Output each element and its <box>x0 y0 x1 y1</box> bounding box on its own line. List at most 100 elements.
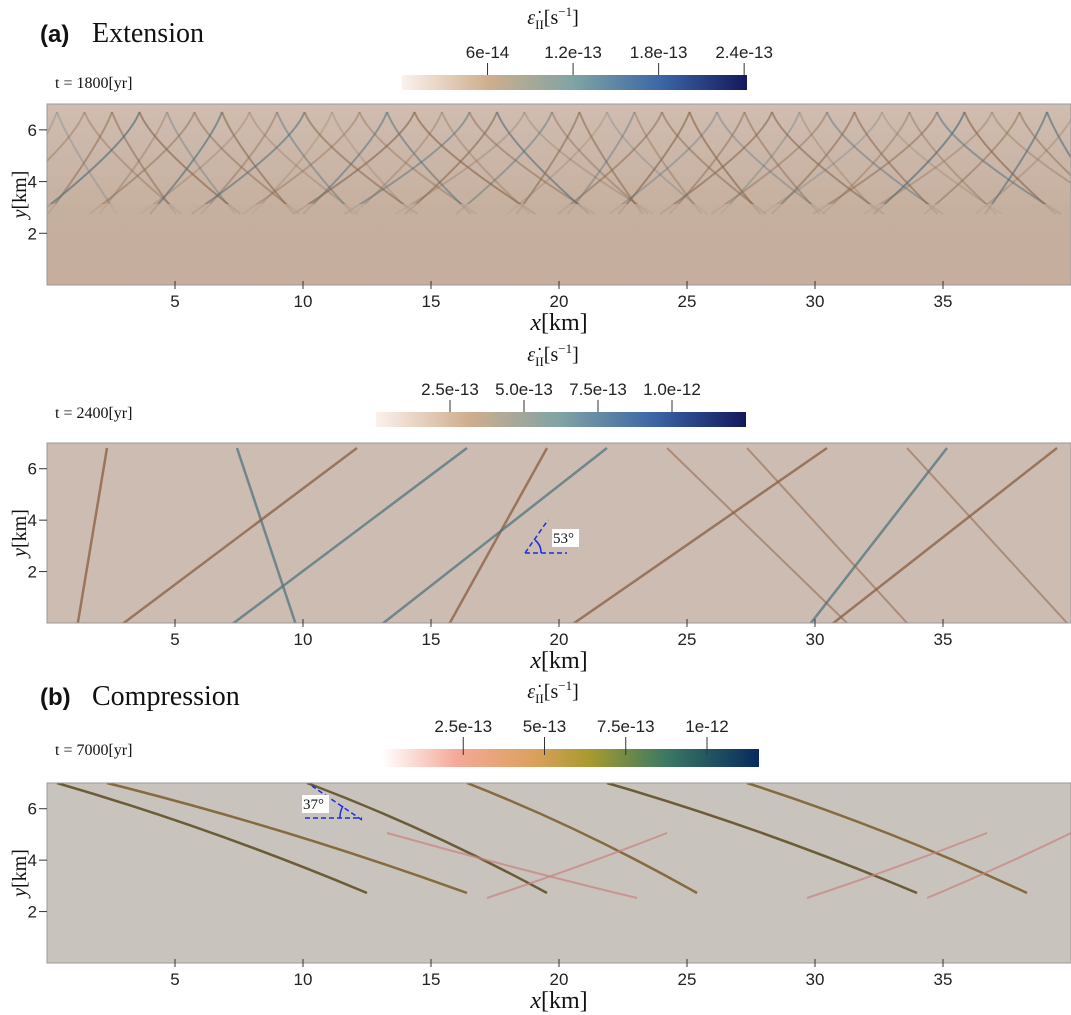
axis-label: x[km] <box>529 310 587 336</box>
colorbar-tick-label: 5e-13 <box>523 717 566 736</box>
band <box>106 783 468 895</box>
x-tick-label: 25 <box>678 292 697 311</box>
band <box>716 111 826 215</box>
band <box>936 111 1062 215</box>
band <box>235 447 297 623</box>
colorbar-tick-label: 2.4e-13 <box>715 43 773 62</box>
band <box>193 111 301 215</box>
band <box>746 447 908 623</box>
x-tick-label: 35 <box>934 970 953 989</box>
band <box>138 111 242 215</box>
axis-label: y[km] <box>9 171 31 221</box>
panel: t = 2400[yr] ε̇II[s−1] 2.5e-13 5.0e-13 7.5e-… <box>9 341 1071 674</box>
colorbar-tick-label: 1e-12 <box>685 717 728 736</box>
band <box>523 111 655 215</box>
band <box>468 111 596 215</box>
colorbar <box>402 75 747 90</box>
band <box>770 111 856 215</box>
x-tick-label: 10 <box>294 292 313 311</box>
y-tick-label: 6 <box>28 460 37 479</box>
time-label: t = 1800[yr] <box>55 75 132 92</box>
band <box>572 446 828 623</box>
colorbar <box>382 749 759 767</box>
band <box>76 447 109 623</box>
axis-var: x <box>529 648 541 674</box>
band <box>404 111 498 215</box>
angle-arc <box>534 539 542 554</box>
x-tick-label: 5 <box>170 630 179 649</box>
band <box>506 111 608 215</box>
axis-label: x[km] <box>529 648 587 674</box>
band <box>47 111 113 215</box>
colorbar <box>376 412 746 427</box>
x-tick-label: 20 <box>550 970 569 989</box>
fade <box>47 204 1071 285</box>
unit-end: ] <box>572 7 579 29</box>
band <box>872 111 966 215</box>
band <box>906 447 1068 623</box>
band <box>121 447 358 623</box>
axis-label: x[km] <box>529 988 587 1014</box>
colorbar-tick-label: 7.5e-13 <box>569 380 627 399</box>
band <box>963 111 1057 215</box>
superscript: −1 <box>558 341 572 356</box>
annotation-bg <box>302 795 329 813</box>
x-tick-label: 20 <box>550 630 569 649</box>
band <box>809 447 948 623</box>
axis-unit: [km] <box>541 988 588 1014</box>
field <box>76 446 1068 623</box>
band <box>448 447 549 623</box>
band <box>710 111 828 215</box>
colorbar-label: ε̇II[s−1] <box>527 4 579 32</box>
band <box>98 111 168 215</box>
axis-var: x <box>529 310 541 336</box>
axis-var: y <box>9 548 31 559</box>
band <box>241 111 361 215</box>
band <box>386 111 472 215</box>
axis-unit: [km] <box>541 648 588 674</box>
band <box>353 111 443 215</box>
panel-title: Extension <box>92 18 204 49</box>
y-tick-label: 4 <box>28 511 37 530</box>
unit: [s <box>544 681 559 703</box>
subscript: II <box>535 17 544 32</box>
band <box>111 111 177 215</box>
colorbar-label: ε̇II[s−1] <box>527 678 579 706</box>
axis-var: y <box>9 888 31 899</box>
band <box>606 783 918 895</box>
band <box>166 111 236 215</box>
axis-label: y[km] <box>9 849 31 899</box>
colorbar-tick-label: 2.5e-13 <box>434 717 492 736</box>
band <box>466 783 698 895</box>
band <box>863 111 993 215</box>
band <box>394 111 526 215</box>
band <box>455 111 553 215</box>
band <box>343 111 471 215</box>
subscript: II <box>535 691 544 706</box>
band <box>47 111 141 209</box>
y-tick-label: 6 <box>28 121 37 140</box>
band <box>771 111 885 215</box>
x-tick-label: 35 <box>934 292 953 311</box>
colorbar-tick-label: 2.5e-13 <box>421 380 479 399</box>
band <box>386 832 638 899</box>
colorbar-tick-label: 1.2e-13 <box>544 43 602 62</box>
band <box>578 111 644 215</box>
band <box>743 111 821 215</box>
band <box>248 111 360 215</box>
band <box>496 111 590 215</box>
axis-unit: [km] <box>9 849 31 888</box>
colorbar-tick-label: 6e-14 <box>466 43 509 62</box>
band <box>606 111 708 215</box>
band <box>88 111 196 215</box>
unit-end: ] <box>572 681 579 703</box>
y-tick-label: 4 <box>28 173 37 192</box>
band <box>221 111 295 215</box>
band <box>566 111 636 215</box>
panel: (a) Extension t = 1800[yr] ε̇II[s−1] 6e-14 1.… <box>9 4 1071 336</box>
x-tick-label: 30 <box>806 970 825 989</box>
x-tick-label: 30 <box>806 292 825 311</box>
panel-title: Compression <box>92 681 240 712</box>
band <box>413 111 537 215</box>
unit: [s <box>544 7 559 29</box>
